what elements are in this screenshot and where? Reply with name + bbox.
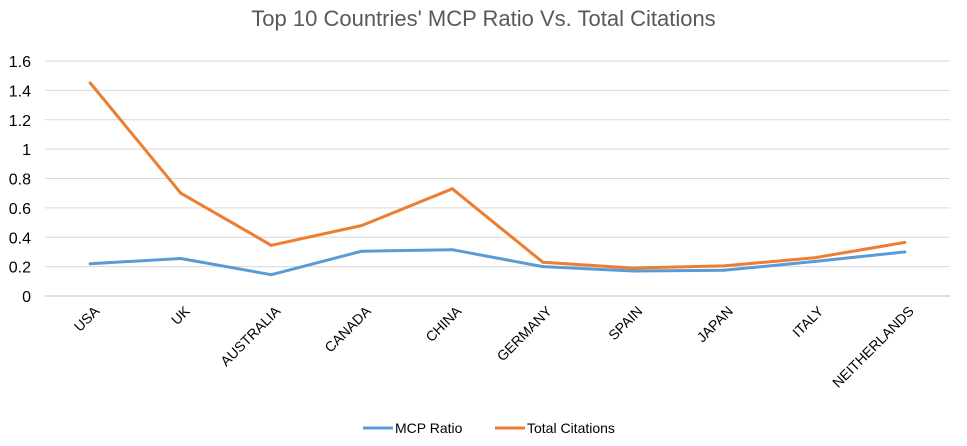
data-point [88,262,92,266]
data-point [631,266,635,270]
y-tick-label: 1.4 [9,83,31,100]
y-tick-label: 0.4 [9,230,31,247]
x-tick-label: USA [71,302,103,334]
y-tick-label: 0.6 [9,201,31,218]
x-tick-label: AUSTRALIA [217,302,284,369]
data-point [722,268,726,272]
legend-label: MCP Ratio [395,420,463,436]
data-point [812,259,816,263]
x-tick-label: ITALY [789,302,827,340]
legend-label: Total Citations [527,420,615,436]
data-point [541,260,545,264]
data-point [812,256,816,260]
data-point [450,187,454,191]
y-tick-label: 1.2 [9,113,31,130]
gridlines [45,60,950,297]
series-lines [88,81,907,277]
x-tick-label: NEITHERLANDS [829,303,917,391]
chart-title: Top 10 Countries' MCP Ratio Vs. Total Ci… [251,6,716,31]
data-point [541,265,545,269]
data-point [88,81,92,85]
data-point [179,191,183,195]
x-tick-label: UK [168,302,194,328]
data-point [903,240,907,244]
data-point [631,269,635,273]
data-point [360,224,364,227]
y-tick-label: 0 [22,289,31,306]
data-point [722,264,726,268]
y-tick-label: 1 [22,142,31,159]
data-point [269,243,273,247]
x-axis: USA UK AUSTRALIA CANADA CHINA GERMANY SPAIN JAP… [71,302,917,390]
legend: MCP Ratio Total Citations [363,420,615,436]
x-tick-label: SPAIN [605,303,645,343]
x-tick-label: CANADA [321,302,374,355]
y-tick-label: 0.2 [9,260,31,277]
data-point [269,273,273,277]
data-point [450,248,454,252]
y-tick-label: 0.8 [9,172,31,189]
data-point [360,249,364,253]
series-line-0 [88,248,907,277]
x-tick-label: JAPAN [693,303,735,345]
x-tick-label: GERMANY [493,302,555,364]
y-axis: 0 0.2 0.4 0.6 0.8 1 1.2 1.4 1.6 [9,54,31,306]
x-tick-label: CHINA [422,302,465,345]
series-line-1 [88,81,907,270]
y-tick-label: 1.6 [9,54,31,71]
data-point [179,257,183,261]
data-point [903,250,907,254]
